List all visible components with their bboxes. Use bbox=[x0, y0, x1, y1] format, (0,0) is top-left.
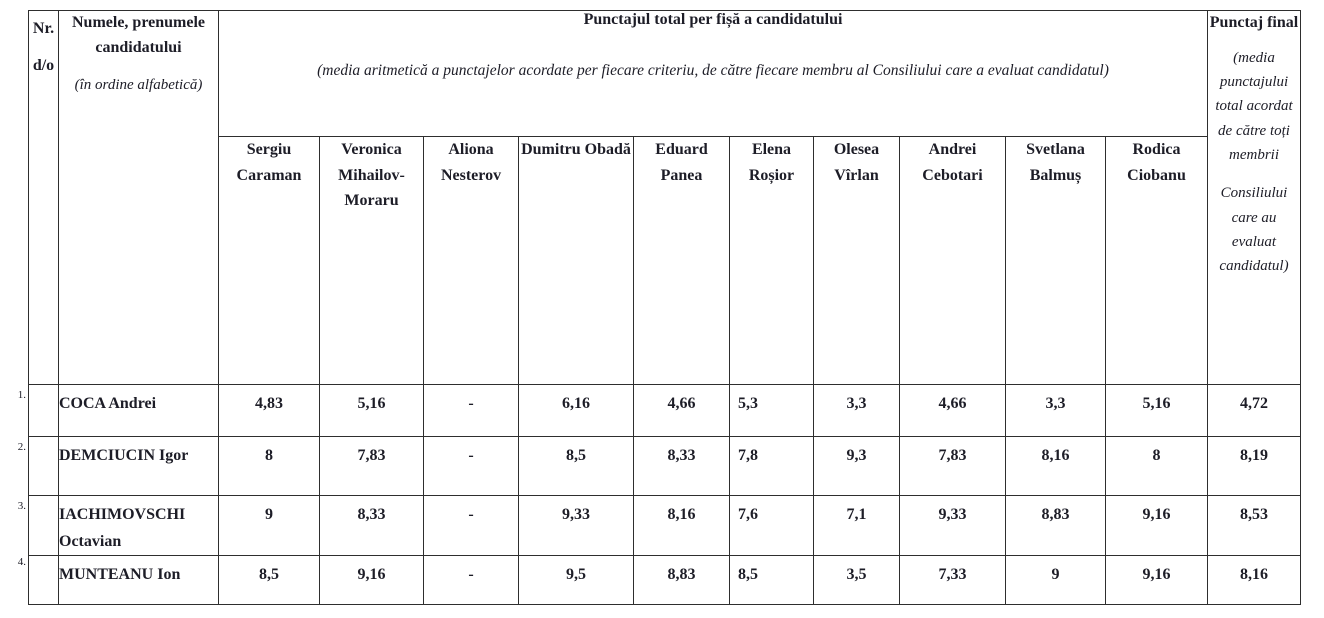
final-score-cell: 8,19 bbox=[1207, 436, 1301, 496]
score-cell: 7,33 bbox=[899, 555, 1006, 606]
candidate-name-title: Numele, prenumele candidatului bbox=[71, 14, 205, 56]
nr-cell bbox=[28, 494, 59, 557]
score-cell: 7,83 bbox=[319, 436, 424, 496]
score-cell: 9 bbox=[218, 494, 320, 557]
header-row-top: Nr. d/o Numele, prenumele candidatului (… bbox=[28, 10, 1301, 385]
score-cell: 4,66 bbox=[633, 384, 730, 437]
score-cell: 8,83 bbox=[1005, 494, 1106, 557]
score-cell: 9,33 bbox=[899, 494, 1006, 557]
header-member: Elena Roșior bbox=[729, 136, 814, 385]
score-cell: 5,16 bbox=[1105, 384, 1208, 437]
score-cell: 8 bbox=[218, 436, 320, 496]
score-cell: 9,33 bbox=[518, 494, 634, 557]
score-cell: 7,83 bbox=[899, 436, 1006, 496]
score-cell: 9,16 bbox=[1105, 555, 1208, 606]
score-cell: 8,5 bbox=[729, 555, 814, 606]
score-cell: 6,16 bbox=[518, 384, 634, 437]
table-row: MUNTEANU Ion 8,5 9,16 - 9,5 8,83 8,5 3,5… bbox=[28, 555, 1301, 606]
score-cell: 8 bbox=[1105, 436, 1208, 496]
score-cell: 9,16 bbox=[1105, 494, 1208, 557]
score-cell: 9,3 bbox=[813, 436, 900, 496]
header-member: Veronica Mihailov-Moraru bbox=[319, 136, 424, 385]
header-final-score-cell: Punctaj final (media punctajului total a… bbox=[1207, 10, 1301, 385]
score-cell: 7,1 bbox=[813, 494, 900, 557]
score-cell: 9 bbox=[1005, 555, 1106, 606]
score-cell: 8,5 bbox=[518, 436, 634, 496]
candidate-name-cell: MUNTEANU Ion bbox=[58, 555, 219, 606]
header-member: Olesea Vîrlan bbox=[813, 136, 900, 385]
score-cell: 8,5 bbox=[218, 555, 320, 606]
score-cell: - bbox=[423, 494, 519, 557]
score-cell: - bbox=[423, 384, 519, 437]
header-group-cell: Punctajul total per fișă a candidatului … bbox=[218, 10, 1208, 137]
group-title: Punctajul total per fișă a candidatului bbox=[583, 11, 843, 29]
score-cell: 9,5 bbox=[518, 555, 634, 606]
table-row: DEMCIUCIN Igor 8 7,83 - 8,5 8,33 7,8 9,3… bbox=[28, 436, 1301, 496]
nr-cell bbox=[28, 384, 59, 437]
score-cell: 4,66 bbox=[899, 384, 1006, 437]
row-number: 4. bbox=[17, 556, 26, 568]
score-cell: 4,83 bbox=[218, 384, 320, 437]
header-member: Aliona Nesterov bbox=[423, 136, 519, 385]
candidate-evaluation-table: Nr. d/o Numele, prenumele candidatului (… bbox=[28, 10, 1301, 606]
nr-cell bbox=[28, 436, 59, 496]
score-cell: 9,16 bbox=[319, 555, 424, 606]
candidate-name-note: (în ordine alfabetică) bbox=[74, 76, 203, 93]
final-score-note-2: Consiliului care au evaluat candidatul) bbox=[1219, 185, 1289, 275]
score-cell: 8,83 bbox=[633, 555, 730, 606]
score-cell: 3,3 bbox=[813, 384, 900, 437]
score-cell: 8,33 bbox=[633, 436, 730, 496]
score-cell: 7,8 bbox=[729, 436, 814, 496]
score-cell: - bbox=[423, 436, 519, 496]
row-number: 3. bbox=[17, 500, 26, 512]
group-note: (media aritmetică a punctajelor acordate… bbox=[317, 62, 1109, 79]
final-score-cell: 8,16 bbox=[1207, 555, 1301, 606]
candidate-name-cell: COCA Andrei bbox=[58, 384, 219, 437]
row-number: 2. bbox=[17, 441, 26, 453]
header-member: Rodica Ciobanu bbox=[1105, 136, 1208, 385]
nr-label-line1: Nr. bbox=[32, 20, 55, 37]
header-member: Dumitru Obadă bbox=[518, 136, 634, 385]
header-row-members: Sergiu Caraman Veronica Mihailov-Moraru … bbox=[29, 136, 1301, 385]
score-cell: 5,16 bbox=[319, 384, 424, 437]
table-row: IACHIMOVSCHI Octavian 9 8,33 - 9,33 8,16… bbox=[28, 494, 1301, 557]
final-score-cell: 4,72 bbox=[1207, 384, 1301, 437]
nr-label-line2: d/o bbox=[32, 56, 55, 74]
header-member: Sergiu Caraman bbox=[218, 136, 320, 385]
score-cell: 3,5 bbox=[813, 555, 900, 606]
score-cell: 8,33 bbox=[319, 494, 424, 557]
header-nr-cell: Nr. d/o bbox=[28, 10, 59, 385]
score-cell: - bbox=[423, 555, 519, 606]
score-cell: 3,3 bbox=[1005, 384, 1106, 437]
final-score-title: Punctaj final bbox=[1209, 14, 1299, 31]
header-member: Eduard Panea bbox=[633, 136, 730, 385]
final-score-cell: 8,53 bbox=[1207, 494, 1301, 557]
final-score-note-1: (media punctajului total acordat de cătr… bbox=[1215, 49, 1293, 163]
header-member: Andrei Cebotari bbox=[899, 136, 1006, 385]
candidate-name-cell: DEMCIUCIN Igor bbox=[58, 436, 219, 496]
header-candidate-name-cell: Numele, prenumele candidatului (în ordin… bbox=[58, 10, 219, 385]
score-cell: 7,6 bbox=[729, 494, 814, 557]
row-number: 1. bbox=[17, 389, 26, 401]
score-cell: 5,3 bbox=[729, 384, 814, 437]
table-row: COCA Andrei 4,83 5,16 - 6,16 4,66 5,3 3,… bbox=[28, 384, 1301, 437]
header-member: Svetlana Balmuș bbox=[1005, 136, 1106, 385]
candidate-name-cell: IACHIMOVSCHI Octavian bbox=[58, 494, 219, 557]
score-cell: 8,16 bbox=[633, 494, 730, 557]
score-cell: 8,16 bbox=[1005, 436, 1106, 496]
nr-cell bbox=[28, 555, 59, 606]
